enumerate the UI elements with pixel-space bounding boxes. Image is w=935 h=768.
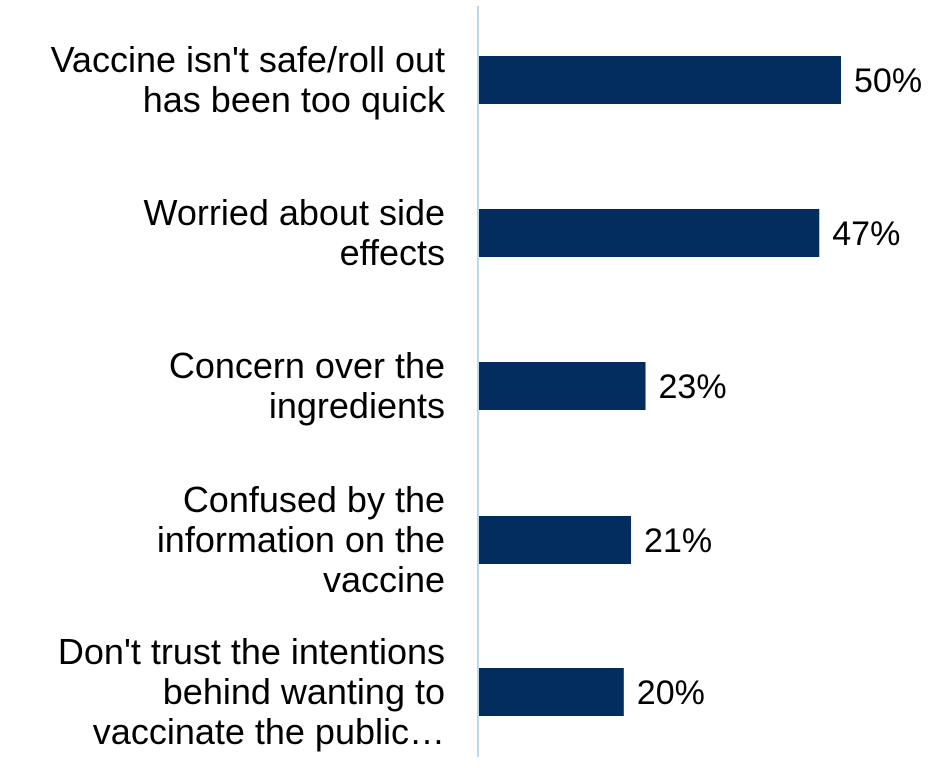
bar-value-label: 21% bbox=[644, 522, 712, 560]
category-label-line: Concern over the bbox=[168, 345, 445, 386]
bar-value-label: 20% bbox=[637, 674, 705, 712]
category-label: Concern over the ingredients bbox=[0, 346, 445, 426]
category-label: Don't trust the intentions behind wanting… bbox=[0, 632, 445, 752]
value-labels-group: 50% 47% 23% 21% 20% bbox=[637, 62, 922, 712]
category-label-line: effects bbox=[339, 232, 445, 273]
bar bbox=[479, 362, 646, 410]
category-label-line: Don't trust the intentions bbox=[57, 631, 445, 672]
bar-value-label: 50% bbox=[854, 62, 922, 100]
category-label: Vaccine isn't safe/roll out has been too … bbox=[0, 40, 445, 120]
category-label-line: Vaccine isn't safe/roll out bbox=[50, 39, 445, 80]
bar bbox=[479, 668, 624, 716]
bar bbox=[479, 209, 820, 257]
category-label-line: Confused by the bbox=[182, 479, 445, 520]
bar-value-label: 47% bbox=[832, 215, 900, 253]
category-label-line: vaccine bbox=[322, 559, 445, 600]
category-label-line: Worried about side bbox=[143, 192, 446, 233]
bar bbox=[479, 56, 841, 104]
category-label-line: information on the bbox=[156, 519, 445, 560]
bar-value-label: 23% bbox=[659, 368, 727, 406]
category-label: Worried about side effects bbox=[0, 192, 446, 273]
category-label: Confused by the information on the vaccine bbox=[0, 480, 445, 600]
bars-group bbox=[479, 56, 841, 716]
category-label-line: behind wanting to bbox=[162, 671, 445, 712]
bar bbox=[479, 516, 632, 564]
category-label-line: vaccinate the public… bbox=[92, 711, 445, 752]
category-label-line: ingredients bbox=[268, 385, 445, 426]
category-label-line: has been too quick bbox=[142, 79, 445, 120]
